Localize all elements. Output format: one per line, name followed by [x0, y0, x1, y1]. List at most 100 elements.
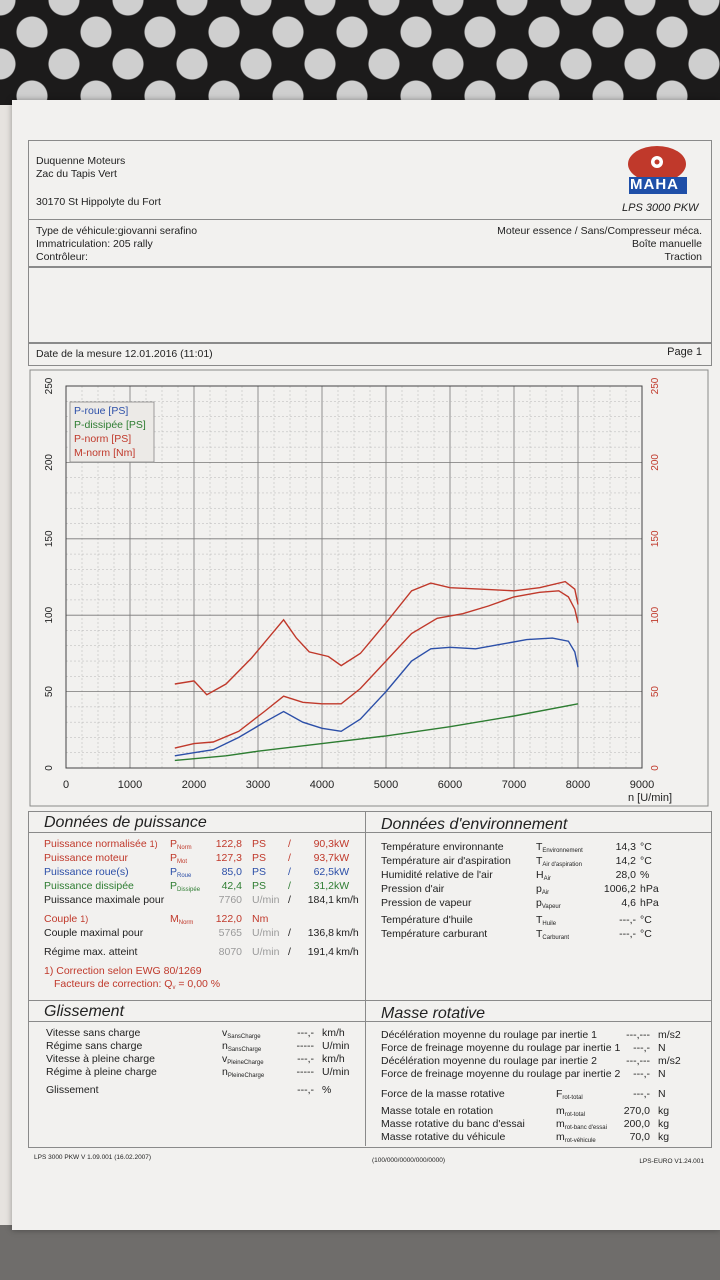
env-row-unit: %	[640, 869, 650, 881]
max-power-label: Puissance maximale pour	[44, 894, 165, 906]
rotating-row-label: Force de la masse rotative	[381, 1088, 505, 1100]
power-value-kw: 62,5	[313, 866, 334, 878]
power-section-title: Données de puissance	[44, 814, 207, 831]
legend-entry: M-norm [Nm]	[74, 447, 135, 459]
power-row-symbol: PRoue	[170, 866, 192, 879]
max-rpm-speed-unit: km/h	[336, 946, 359, 958]
rotating-row-unit: kg	[658, 1105, 670, 1117]
power-row-label: Puissance dissipée	[44, 880, 134, 892]
slip-row-value: ---,-	[297, 1084, 314, 1096]
env-row-label: Humidité relative de l'air	[381, 869, 493, 881]
rotating-row-unit: N	[658, 1088, 666, 1100]
environment-section-title: Données d'environnement	[381, 816, 568, 833]
power-unit-kw: kW	[334, 852, 350, 864]
max-torque-speed: 136,8	[307, 927, 334, 939]
y-left-tick-label: 100	[44, 606, 55, 623]
rotating-row-label: Force de freinage moyenne du roulage par…	[381, 1042, 621, 1054]
table-surface	[0, 1225, 720, 1280]
power-row-label: Puissance roue(s)	[44, 866, 129, 878]
env-row-value: 14,3	[615, 841, 636, 853]
power-row-symbol: PMot	[170, 852, 188, 865]
env-row-label: Pression d'air	[381, 883, 445, 895]
value-separator: /	[288, 838, 291, 850]
rotating-row-label: Décélération moyenne du roulage par iner…	[381, 1029, 597, 1041]
torque-symbol: MNorm	[170, 913, 194, 926]
torque-label: Couple 1)	[44, 913, 89, 925]
power-value-ps: 85,0	[221, 866, 242, 878]
power-unit-ps: PS	[252, 852, 267, 864]
x-tick-label: 3000	[246, 779, 270, 791]
rotating-mass-section-title: Masse rotative	[381, 1005, 486, 1022]
rotating-row-unit: m/s2	[658, 1055, 681, 1067]
max-power-speed: 184,1	[307, 894, 334, 906]
header-box	[28, 140, 712, 268]
drive-type: Traction	[664, 251, 702, 263]
env-row-label: Température air d'aspiration	[381, 855, 511, 867]
rotating-row-unit: kg	[658, 1118, 670, 1130]
rotating-row-value: 70,0	[629, 1131, 650, 1143]
slip-row-label: Régime sans charge	[46, 1040, 143, 1052]
slip-row-value: ---,-	[297, 1053, 314, 1065]
slip-row-value: -----	[296, 1040, 314, 1052]
env-row-unit: °C	[640, 841, 652, 853]
rotating-row-label: Masse rotative du banc d'essai	[381, 1118, 525, 1130]
rotating-row-value: ---,---	[626, 1055, 650, 1067]
env-row-label: Température d'huile	[381, 914, 473, 926]
vehicle-type: Type de véhicule:giovanni serafino	[36, 225, 198, 237]
slip-row-symbol: nSansCharge	[222, 1040, 262, 1053]
y-left-tick-label: 0	[44, 765, 55, 771]
correction-note: 1) Correction selon EWG 80/1269	[44, 965, 202, 977]
power-row-label: Puissance normalisée 1)	[44, 838, 158, 850]
max-rpm-rpm: 8070	[218, 946, 242, 958]
env-row-value: 1006,2	[603, 883, 636, 895]
data-frame-divider	[365, 811, 366, 1146]
env-row-label: Température carburant	[381, 928, 488, 940]
rotating-row-symbol: mrot-banc d'essai	[556, 1118, 607, 1131]
logo-text: MAHA	[630, 176, 679, 193]
section-divider-middle	[28, 1000, 712, 1001]
power-value-ps: 122,8	[215, 838, 242, 850]
rotating-row-symbol: mrot-véhicule	[556, 1131, 596, 1144]
rotating-row-value: 200,0	[623, 1118, 650, 1130]
max-power-speed-unit: km/h	[336, 894, 359, 906]
rotating-row-value: ---,---	[626, 1029, 650, 1041]
chart-legend	[69, 401, 155, 463]
company-street: Zac du Tapis Vert	[36, 168, 117, 180]
rotating-row-value: ---,-	[633, 1042, 650, 1054]
y-right-tick-label: 250	[650, 377, 661, 394]
env-row-symbol: pAir	[536, 883, 550, 896]
max-rpm-speed: 191,4	[307, 946, 334, 958]
series-line-2	[174, 590, 579, 749]
power-unit-ps: PS	[252, 838, 267, 850]
rotating-row-symbol: Frot-total	[556, 1088, 583, 1101]
y-right-tick-label: 200	[650, 454, 661, 471]
series-line-3	[174, 580, 579, 696]
max-torque-separator: /	[288, 927, 291, 939]
env-row-unit: °C	[640, 914, 652, 926]
footer-code: (100/000/0000/000/0000)	[372, 1157, 446, 1164]
y-right-tick-label: 0	[650, 765, 661, 771]
section-title-line-bottom	[28, 1021, 712, 1022]
x-tick-label: 6000	[438, 779, 462, 791]
max-torque-label: Couple maximal pour	[44, 927, 144, 939]
y-left-tick-label: 50	[44, 686, 55, 698]
slip-row-label: Vitesse à pleine charge	[46, 1053, 155, 1065]
power-value-kw: 90,3	[313, 838, 334, 850]
power-unit-ps: PS	[252, 866, 267, 878]
x-tick-label: 4000	[310, 779, 334, 791]
slip-row-label: Vitesse sans charge	[46, 1027, 141, 1039]
power-value-ps: 127,3	[215, 852, 242, 864]
max-power-rpm-unit: U/min	[252, 894, 280, 906]
env-row-symbol: TEnvironnement	[536, 841, 583, 854]
slip-row-symbol: vPleineCharge	[222, 1053, 264, 1066]
chart-frame	[29, 369, 709, 807]
power-row-symbol: PNorm	[170, 838, 192, 851]
power-value-kw: 31,2	[313, 880, 334, 892]
rotating-row-unit: kg	[658, 1131, 670, 1143]
power-unit-kw: kW	[334, 866, 350, 878]
rotating-row-value: 270,0	[623, 1105, 650, 1117]
series-line-0	[174, 637, 579, 757]
x-tick-label: 0	[63, 779, 69, 791]
slip-row-unit: U/min	[322, 1040, 350, 1052]
legend-entry: P-dissipée [PS]	[74, 419, 146, 431]
